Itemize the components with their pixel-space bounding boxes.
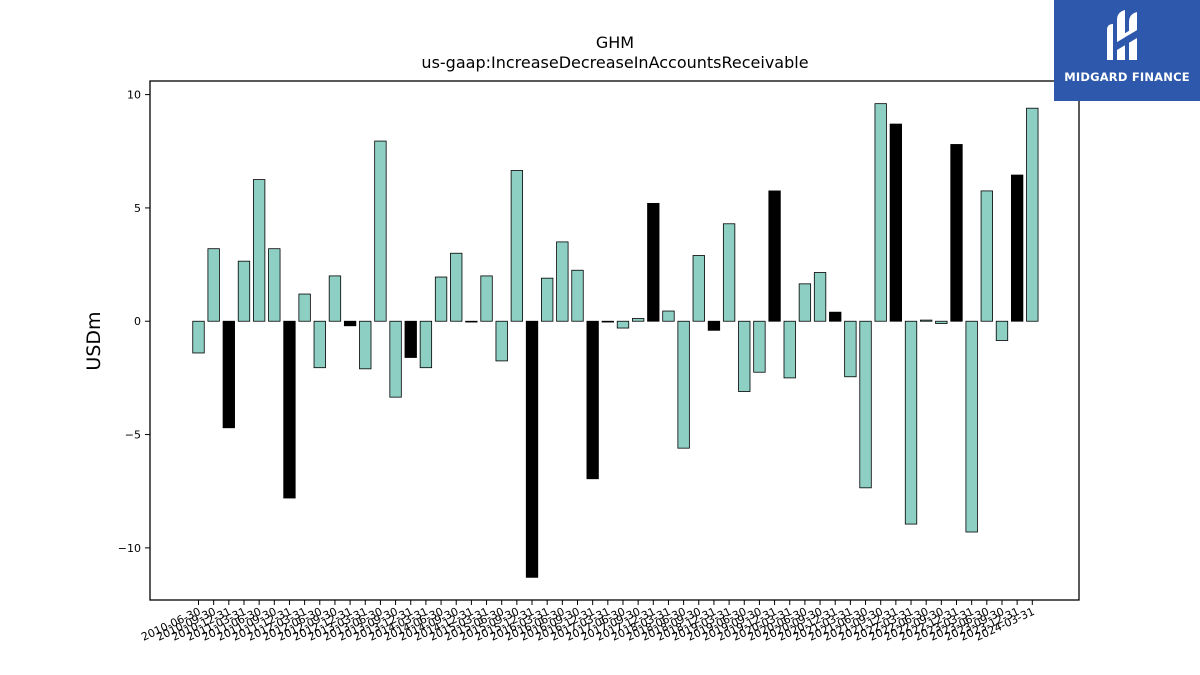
bar-2021-12-31: [889, 123, 903, 322]
bar-2013-12-31: [404, 320, 417, 358]
bar-2022-12-31: [950, 144, 963, 322]
bar-2024-03-31: [1026, 107, 1039, 322]
bar-2023-09-30: [995, 320, 1009, 341]
y-axis-ticks: 10 5 0 −5 −10: [118, 89, 150, 555]
bar-2011-06-30: [252, 179, 266, 322]
bar-2012-06-30: [313, 320, 326, 369]
midgard-logo-icon: [1107, 10, 1137, 60]
bar-2017-12-31: [647, 202, 660, 322]
bar-2014-12-31: [465, 320, 478, 323]
chart-title: GHM: [596, 33, 634, 52]
bar-2012-09-30: [328, 275, 342, 322]
bar-2014-06-30: [434, 276, 448, 322]
chart-subtitle: us-gaap:IncreaseDecreaseInAccountsReceiv…: [421, 53, 808, 72]
bar-2018-09-30: [692, 255, 705, 322]
bar-2015-06-30: [495, 320, 508, 362]
bar-2015-12-31: [525, 320, 539, 578]
bar-2013-09-30: [389, 320, 402, 398]
bar-2016-03-31: [541, 277, 554, 322]
bar-2021-03-31: [844, 320, 857, 378]
bar-2012-12-31: [343, 320, 357, 327]
bar-2020-09-30: [813, 272, 827, 322]
bar-2021-09-30: [874, 103, 887, 322]
bar-2011-12-31: [283, 320, 296, 499]
bar-2017-06-30: [616, 320, 630, 329]
bar-2010-06-30: [192, 320, 205, 354]
bar-2020-03-31: [783, 320, 796, 379]
bar-2020-12-31: [829, 311, 842, 322]
y-tick-label: −5: [125, 429, 141, 442]
bar-2016-06-30: [556, 241, 569, 322]
bar-2011-09-30: [268, 248, 281, 322]
bar-2010-09-30: [207, 248, 220, 322]
plot-frame: [149, 80, 1080, 601]
y-tick-label: 5: [134, 202, 141, 215]
bar-2019-03-31: [722, 223, 736, 322]
y-tick-label: 0: [134, 315, 141, 328]
bar-2018-03-31: [662, 310, 675, 322]
bar-2019-12-31: [768, 190, 781, 322]
bar-2015-09-30: [510, 170, 524, 322]
bars-group: [192, 103, 1039, 578]
bar-2021-06-30: [859, 320, 872, 489]
bar-2010-12-31: [222, 320, 235, 429]
bar-2022-03-31: [904, 320, 918, 525]
bar-2013-06-30: [374, 140, 387, 322]
bar-2012-03-31: [298, 293, 311, 322]
bar-2019-06-30: [738, 320, 751, 392]
bar-2019-09-30: [753, 320, 766, 373]
bar-2023-03-31: [965, 320, 978, 533]
bar-2018-06-30: [677, 320, 690, 449]
bar-2016-12-31: [586, 320, 599, 480]
bar-2013-03-31: [359, 320, 372, 370]
bar-2020-06-30: [798, 283, 812, 322]
bar-2017-09-30: [631, 318, 645, 322]
bar-2016-09-30: [571, 269, 584, 322]
bar-2023-06-30: [980, 190, 993, 322]
bar-2018-12-31: [707, 320, 721, 331]
y-tick-label: 10: [127, 89, 141, 102]
bar-2014-09-30: [450, 252, 463, 322]
bar-2022-06-30: [920, 319, 933, 322]
bar-2023-12-31: [1010, 174, 1024, 322]
bar-2014-03-31: [419, 320, 433, 369]
x-axis-ticks: 2010-06-302010-09-302010-12-312011-03-31…: [139, 600, 1037, 644]
bar-2017-03-31: [601, 320, 614, 323]
y-tick-label: −10: [118, 542, 141, 555]
bar-2011-03-31: [237, 260, 251, 322]
brand-logo: MIDGARD FINANCE: [1054, 0, 1200, 101]
y-axis-label: USDm: [83, 311, 105, 370]
bar-2015-03-31: [480, 275, 493, 322]
brand-name: MIDGARD FINANCE: [1064, 70, 1190, 84]
bar-2022-09-30: [935, 320, 948, 324]
